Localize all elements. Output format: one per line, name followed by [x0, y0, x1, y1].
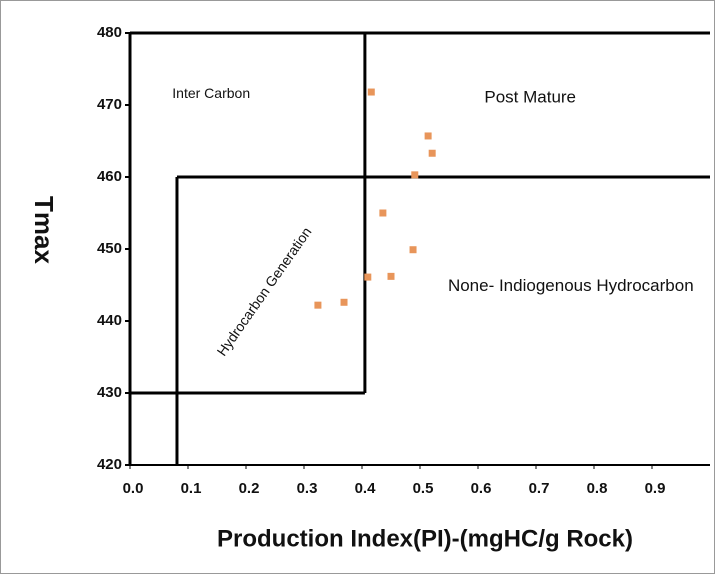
point: [424, 132, 432, 140]
x-axis-title: Production Index(PI)-(mgHC/g Rock): [217, 525, 633, 552]
point: [387, 272, 395, 280]
annotation: Inter Carbon: [172, 85, 250, 101]
y-tick-label: 480: [97, 24, 122, 41]
point: [411, 171, 419, 179]
x-tick-label: 0.4: [355, 480, 377, 497]
x-tick-label: 0.9: [645, 480, 666, 497]
point: [314, 301, 322, 309]
annotation: Post Mature: [484, 87, 576, 106]
y-tick-label: 430: [97, 384, 122, 401]
x-tick-label: 0.2: [239, 480, 260, 497]
point: [364, 273, 372, 281]
point: [428, 149, 436, 157]
point: [340, 298, 348, 306]
x-tick-label: 0.6: [471, 480, 492, 497]
x-tick-label: 0.3: [297, 480, 318, 497]
y-tick-label: 470: [97, 96, 122, 113]
point: [367, 88, 375, 96]
y-tick-label: 450: [97, 240, 122, 257]
x-tick-label: 0.8: [587, 480, 608, 497]
x-tick-label: 0.5: [413, 480, 434, 497]
y-axis-title: Tmax: [29, 196, 59, 264]
y-tick-label: 460: [97, 168, 122, 185]
y-tick-label: 420: [97, 456, 122, 473]
point: [379, 209, 387, 217]
x-tick-label: 0.1: [181, 480, 202, 497]
x-tick-label: 0.7: [529, 480, 550, 497]
annotation: None- Indiogenous Hydrocarbon: [448, 276, 694, 295]
x-tick-label: 0.0: [123, 480, 144, 497]
point: [409, 246, 417, 254]
y-tick-label: 440: [97, 312, 122, 329]
